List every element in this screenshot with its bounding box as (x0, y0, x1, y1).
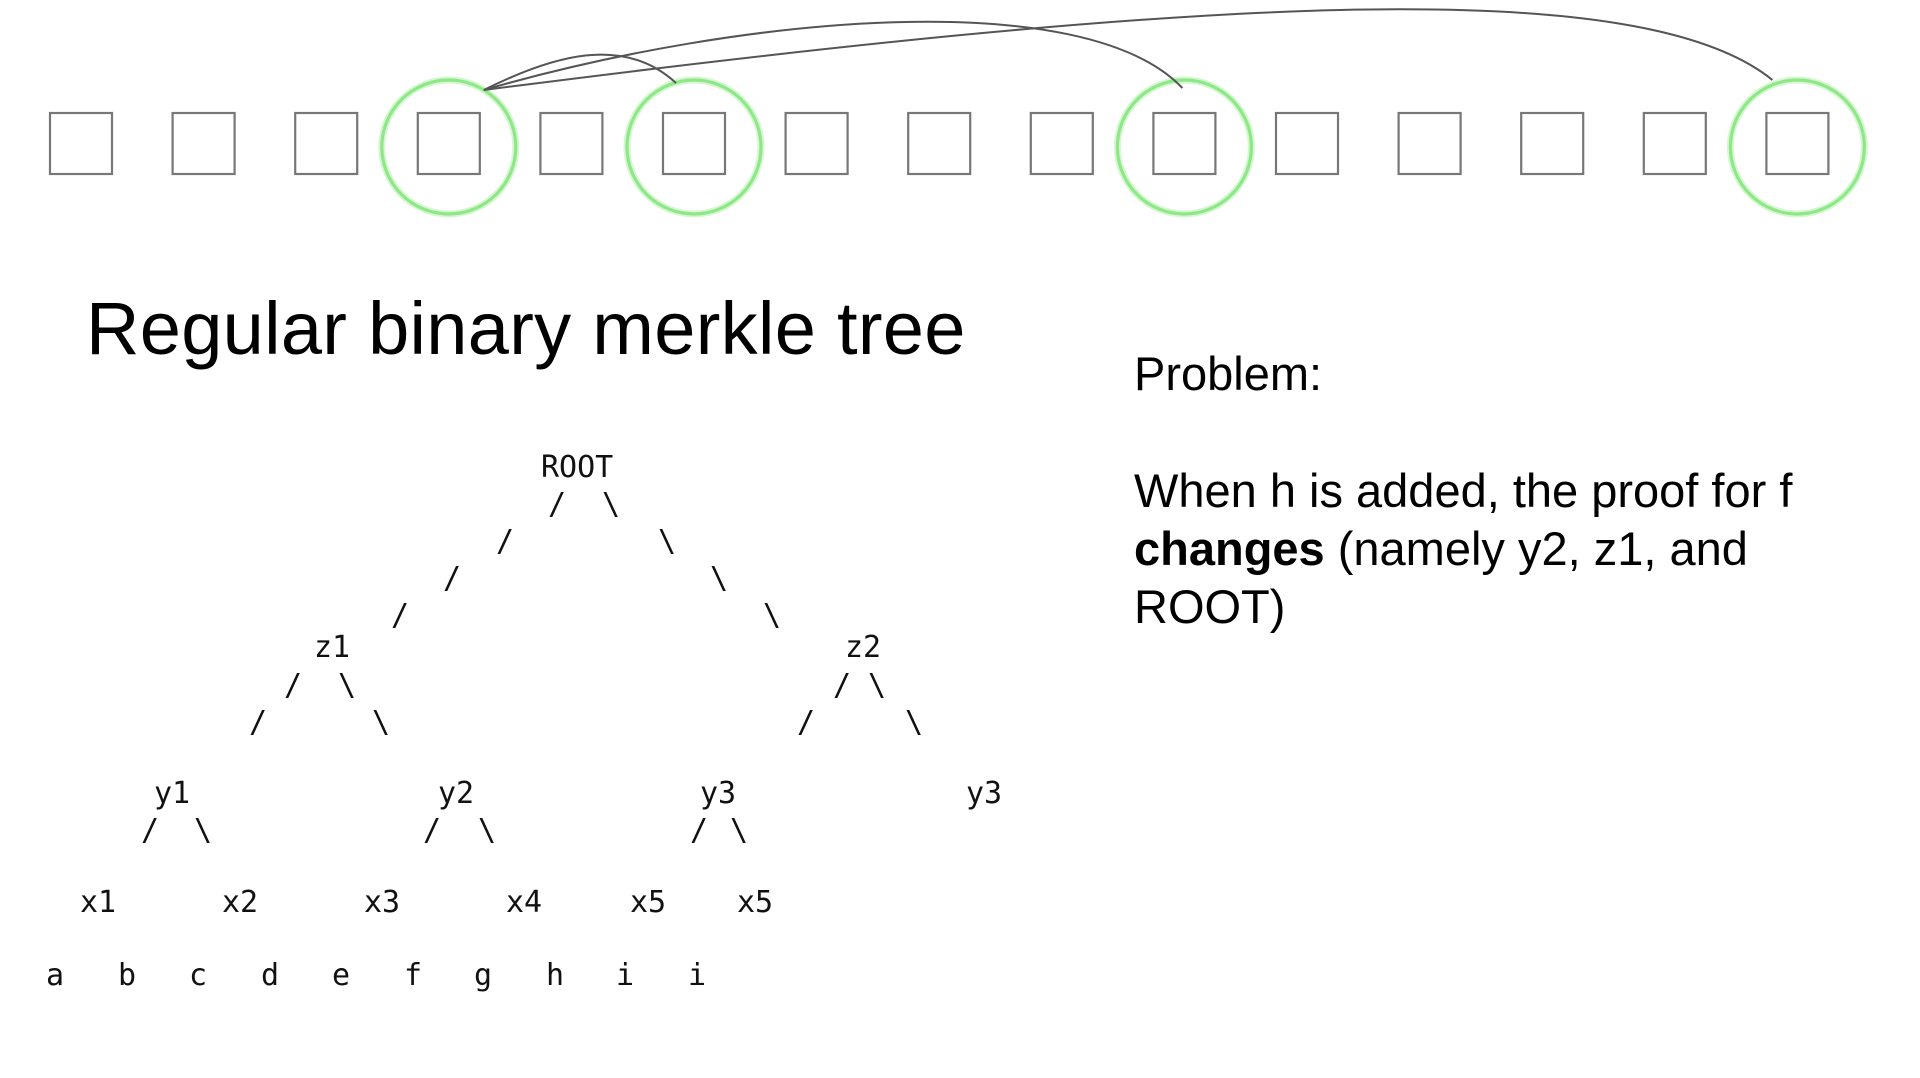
tree-edge: \ (710, 561, 728, 596)
tree-node-label: z2 (845, 630, 881, 665)
problem-emphasis: changes (1134, 522, 1325, 575)
tree-edge: / (548, 487, 566, 522)
leaf-box (171, 111, 236, 176)
tree-edge: \ (730, 813, 748, 848)
tree-node-label: g (474, 958, 492, 993)
tree-node-label: b (118, 958, 136, 993)
leaf-box (1029, 111, 1094, 176)
tree-edge: \ (868, 668, 886, 703)
tree-edge: \ (763, 598, 781, 633)
leaf-box (1642, 111, 1707, 176)
tree-node-label: x4 (506, 885, 542, 920)
tree-edge: / (496, 524, 514, 559)
highlight-ring (625, 78, 763, 216)
highlight-ring (1728, 78, 1867, 216)
tree-node-label: x2 (222, 885, 258, 920)
tree-node-label: x5 (630, 885, 666, 920)
tree-edge: / (443, 561, 461, 596)
tree-edge: / (797, 705, 815, 740)
tree-edge: / (423, 813, 441, 848)
highlight-ring (380, 78, 518, 216)
tree-node-label: x3 (364, 885, 400, 920)
leaf-box (1152, 111, 1217, 176)
tree-edge: \ (905, 705, 923, 740)
leaf-box (294, 111, 359, 176)
leaf-box (1397, 111, 1462, 176)
tree-edge: \ (194, 813, 212, 848)
tree-edge: \ (372, 705, 390, 740)
leaf-box (1765, 111, 1830, 176)
tree-node-label: i (688, 958, 706, 993)
tree-edge: / (284, 668, 302, 703)
tree-node-label: y3 (966, 776, 1002, 811)
merkle-tree-ascii: ROOT z1 z2 y1 y2 y3 y3 x1 x2 x3 x4 x5 x5 a b c d e f g h i i /… (46, 450, 1002, 993)
tree-node-label: x1 (80, 885, 116, 920)
slide-title: Regular binary merkle tree (86, 287, 966, 370)
tree-node-label: ROOT (541, 450, 613, 485)
leaf-box (1274, 111, 1340, 176)
tree-edges: / \ / \ / \ / \ / \ / \ / \ / \ / \ / \ / \ (141, 487, 923, 848)
tree-edge: \ (478, 813, 496, 848)
problem-text-before: When h is added, the proof for f (1134, 464, 1793, 517)
leaf-box (661, 111, 727, 176)
tree-node-label: y2 (438, 776, 474, 811)
tree-node-label: f (404, 958, 422, 993)
proof-links (483, 8, 1774, 91)
proof-link (483, 8, 1774, 91)
highlight-ring (1115, 78, 1254, 216)
leaf-box (48, 111, 114, 176)
leaf-box-row (48, 76, 1868, 218)
tree-edge: / (391, 598, 409, 633)
leaf-box (416, 111, 481, 176)
leaf-box (784, 111, 849, 176)
tree-edge: \ (602, 487, 620, 522)
proof-link (483, 20, 1184, 91)
tree-edge: \ (658, 524, 676, 559)
tree-node-label: i (616, 958, 634, 993)
proof-link (483, 53, 677, 91)
tree-node-label: z1 (314, 630, 350, 665)
tree-node-label: a (46, 958, 64, 993)
leaf-box (907, 111, 972, 176)
tree-node-label: y3 (700, 776, 736, 811)
tree-edge: / (249, 705, 267, 740)
tree-edge: \ (338, 668, 356, 703)
tree-node-label: d (261, 958, 279, 993)
tree-node-label: e (332, 958, 350, 993)
tree-edge: / (690, 813, 708, 848)
tree-edge: / (141, 813, 159, 848)
tree-node-label: h (546, 958, 564, 993)
problem-description: When h is added, the proof for f changes… (1134, 462, 1794, 636)
tree-nodes: ROOT z1 z2 y1 y2 y3 y3 x1 x2 x3 x4 x5 x5 a b c d e f g h i i (46, 450, 1002, 993)
tree-edge: / (833, 668, 851, 703)
tree-node-label: y1 (154, 776, 190, 811)
leaf-box (1520, 111, 1585, 176)
problem-heading: Problem: (1134, 347, 1323, 400)
leaf-box (539, 111, 604, 176)
problem-text-after: (namely y2, z1, and ROOT) (1134, 522, 1748, 633)
tree-node-label: c (189, 958, 207, 993)
tree-node-label: x5 (737, 885, 773, 920)
